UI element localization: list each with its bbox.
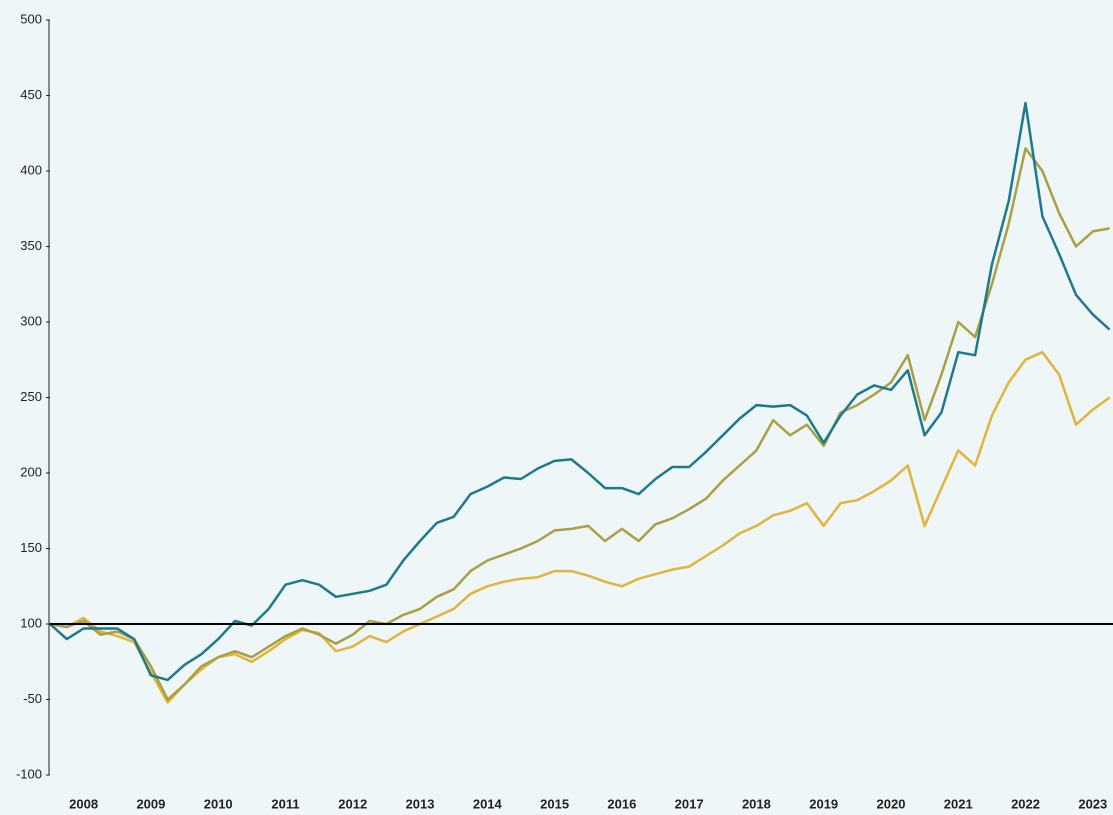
series-line [49,350,1111,704]
y-tick-label: 300 [20,313,42,328]
x-tick-label: 2014 [473,796,503,811]
x-tick-label: 2019 [809,796,838,811]
x-tick-label: 2021 [944,796,973,811]
y-tick-label: 400 [20,162,42,177]
x-tick-label: 2011 [271,796,299,811]
y-tick-label: 200 [20,464,42,479]
x-tick-label: 2013 [406,796,435,811]
y-tick-label: 450 [20,87,42,102]
x-tick-label: 2010 [204,796,233,811]
x-tick-label: 2008 [69,796,98,811]
y-tick-label: 150 [20,540,42,555]
y-tick-label: 100 [20,615,42,630]
y-tick-label: -50 [23,691,42,706]
x-tick-label: 2009 [136,796,165,811]
x-tick-label: 2012 [338,796,367,811]
x-tick-label: 2017 [675,796,704,811]
x-tick-label: 2023 [1078,796,1107,811]
y-tick-label: 250 [20,389,42,404]
series-line [49,101,1111,682]
x-tick-label: 2016 [607,796,636,811]
y-tick-label: 350 [20,238,42,253]
y-tick-label: -100 [16,766,42,781]
series-line [49,147,1110,701]
x-tick-label: 2015 [540,796,569,811]
x-tick-label: 2020 [877,796,906,811]
x-tick-label: 2018 [742,796,771,811]
x-tick-label: 2022 [1011,796,1040,811]
y-tick-label: 500 [20,11,42,26]
